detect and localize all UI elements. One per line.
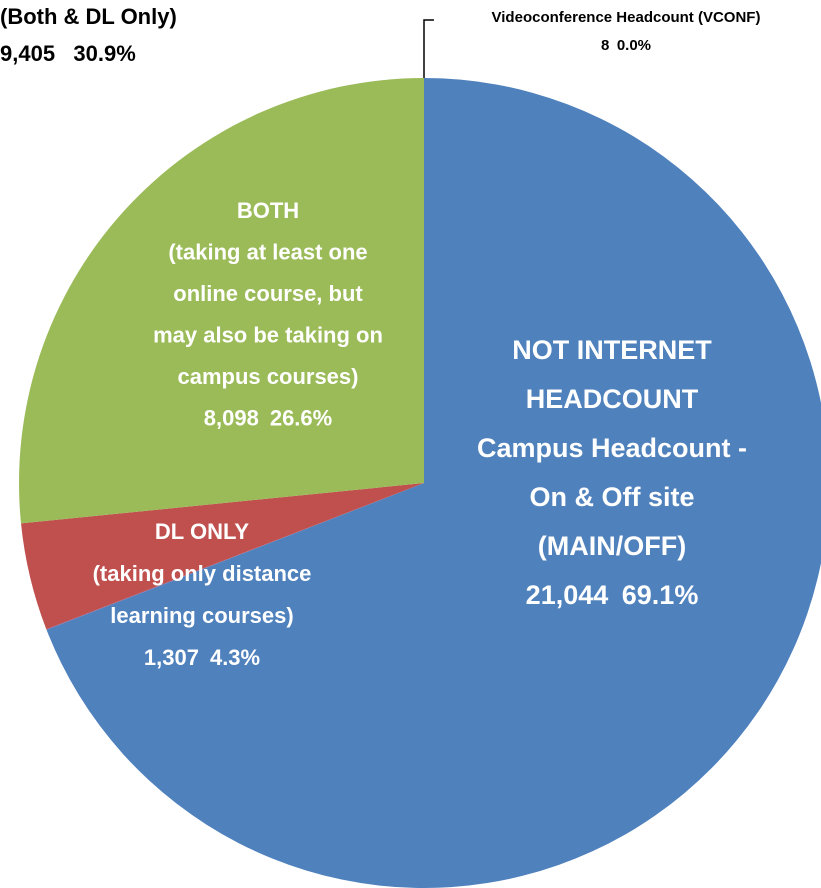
slice-value-label: 1,307 4.3% [144, 645, 260, 670]
slice-label: Campus Headcount - [477, 433, 747, 463]
pie-slice [18, 78, 424, 524]
slice-label: NOT INTERNET [512, 335, 712, 365]
value-label: 1,307 [144, 645, 199, 670]
value-label: 8 [601, 37, 609, 54]
percent-label: 4.3% [210, 645, 260, 670]
pie-slice [21, 483, 425, 630]
pie-slice [46, 78, 821, 888]
slice-label: may also be taking on [153, 322, 383, 347]
percent-label: 0.0% [617, 37, 651, 54]
slice-label: (taking at least one [168, 239, 367, 264]
value-label: 8,098 [204, 405, 259, 430]
slice-label: HEADCOUNT [526, 384, 699, 414]
value-label: 21,044 [526, 580, 609, 610]
leader-line [423, 19, 434, 80]
slice-label: (taking only distance [93, 561, 312, 586]
percent-label: 26.6% [270, 405, 332, 430]
slice-label: Videoconference Headcount (VCONF) [492, 9, 761, 26]
slice-label: campus courses) [178, 364, 359, 389]
slice-value-label: 8 0.0% [601, 37, 651, 54]
slice-label: (MAIN/OFF) [538, 531, 686, 561]
slice-label: BOTH [237, 198, 299, 223]
pie-slice [46, 483, 424, 630]
annotation: (Both & DL Only) [0, 4, 177, 29]
slice-label: DL ONLY [155, 519, 249, 544]
slice-label: online course, but [173, 281, 363, 306]
percent-label: 69.1% [622, 580, 699, 610]
annotation: 9,405 30.9% [0, 41, 136, 66]
slice-label: learning courses) [110, 603, 293, 628]
slice-value-label: 8,098 26.6% [204, 405, 332, 430]
slice-label: On & Off site [529, 482, 694, 512]
slice-value-label: 21,044 69.1% [526, 580, 699, 610]
